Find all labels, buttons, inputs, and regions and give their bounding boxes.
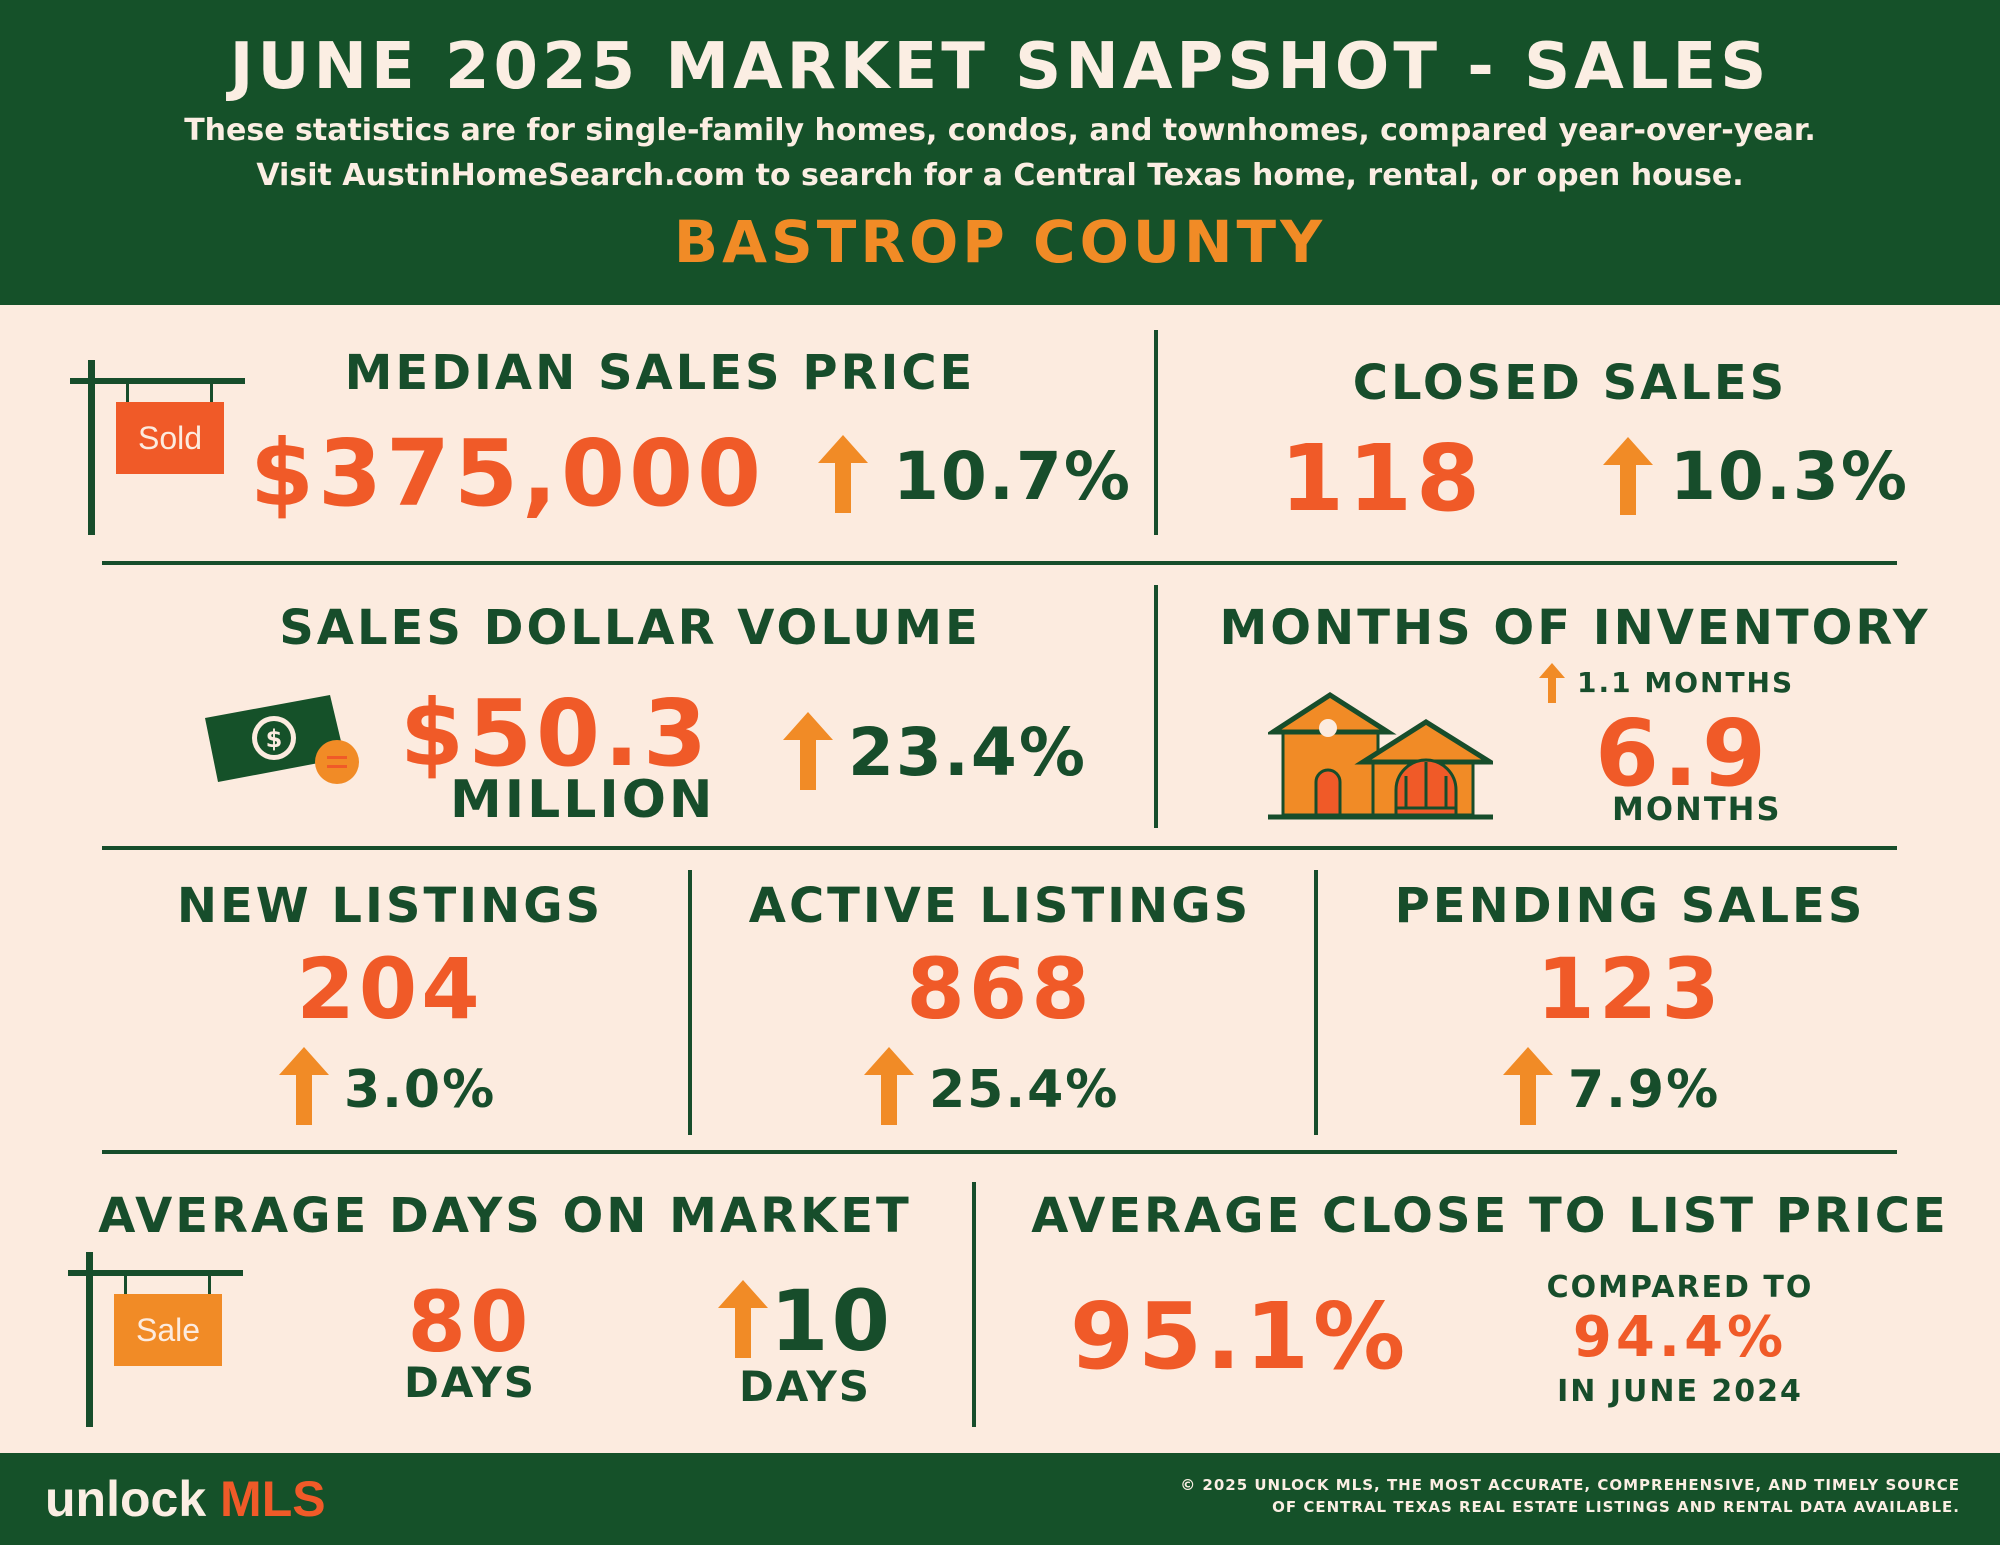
money-icon: $ bbox=[200, 690, 370, 800]
months-of-inventory-change: 1.1 MONTHS bbox=[1577, 666, 1795, 699]
sales-dollar-volume-label: SALES DOLLAR VOLUME bbox=[279, 600, 981, 656]
subtitle-line-1: These statistics are for single-family h… bbox=[184, 113, 1816, 148]
divider bbox=[102, 561, 1897, 565]
up-arrow-icon bbox=[1603, 437, 1653, 515]
divider bbox=[972, 1182, 976, 1427]
avg-days-on-market-label: AVERAGE DAYS ON MARKET bbox=[98, 1188, 912, 1244]
divider bbox=[1154, 585, 1158, 828]
divider bbox=[1154, 330, 1158, 535]
up-arrow-icon bbox=[279, 1047, 329, 1125]
compared-value: 94.4% bbox=[1572, 1305, 1788, 1370]
sold-sign-icon: Sold bbox=[70, 360, 250, 540]
page-title: JUNE 2025 MARKET SNAPSHOT - SALES bbox=[229, 30, 1771, 104]
up-arrow-icon bbox=[818, 435, 868, 513]
pending-sales-value: 123 bbox=[1536, 940, 1724, 1038]
up-arrow-icon bbox=[864, 1047, 914, 1125]
avg-close-to-list-value: 95.1% bbox=[1070, 1283, 1410, 1390]
closed-sales-value: 118 bbox=[1280, 425, 1485, 532]
divider bbox=[688, 870, 692, 1135]
up-arrow-icon bbox=[718, 1280, 768, 1358]
closed-sales-change: 10.3% bbox=[1670, 438, 1909, 515]
sales-dollar-volume-value: $50.3 bbox=[400, 680, 712, 787]
new-listings-change: 3.0% bbox=[344, 1060, 497, 1120]
avg-close-to-list-label: AVERAGE CLOSE TO LIST PRICE bbox=[1031, 1188, 1949, 1244]
median-sales-price-label: MEDIAN SALES PRICE bbox=[344, 345, 976, 401]
months-of-inventory-value: 6.9 bbox=[1595, 700, 1770, 807]
months-of-inventory-label: MONTHS OF INVENTORY bbox=[1219, 600, 1931, 656]
sales-dollar-volume-change: 23.4% bbox=[848, 714, 1087, 791]
unlock-mls-logo: unlock MLS bbox=[45, 1471, 326, 1527]
house-icon bbox=[1264, 690, 1499, 820]
active-listings-label: ACTIVE LISTINGS bbox=[748, 878, 1252, 934]
closed-sales-label: CLOSED SALES bbox=[1352, 355, 1788, 411]
sale-sign-icon: Sale bbox=[68, 1252, 248, 1432]
svg-text:$: $ bbox=[266, 725, 283, 753]
subtitle-line-2: Visit AustinHomeSearch.com to search for… bbox=[256, 158, 1744, 193]
header-banner bbox=[0, 0, 2000, 305]
divider bbox=[102, 846, 1897, 850]
months-of-inventory-unit: MONTHS bbox=[1612, 790, 1782, 828]
compared-to-label: COMPARED TO bbox=[1546, 1270, 1814, 1305]
avg-days-on-market-change-unit: DAYS bbox=[738, 1362, 871, 1411]
up-arrow-icon bbox=[1539, 663, 1565, 703]
footer-banner bbox=[0, 1453, 2000, 1545]
compared-period: IN JUNE 2024 bbox=[1557, 1374, 1803, 1409]
divider bbox=[1314, 870, 1318, 1135]
new-listings-value: 204 bbox=[296, 940, 484, 1038]
sales-dollar-volume-unit: MILLION bbox=[450, 770, 716, 830]
active-listings-value: 868 bbox=[906, 940, 1094, 1038]
copyright-notice: © 2025 UNLOCK MLS, THE MOST ACCURATE, CO… bbox=[1180, 1476, 1960, 1516]
avg-days-on-market-value: 80 bbox=[407, 1273, 533, 1371]
active-listings-change: 25.4% bbox=[929, 1060, 1120, 1120]
county-name: BASTROP COUNTY bbox=[673, 208, 1327, 276]
divider bbox=[102, 1150, 1897, 1154]
new-listings-label: NEW LISTINGS bbox=[176, 878, 604, 934]
median-sales-price-change: 10.7% bbox=[893, 438, 1132, 515]
pending-sales-label: PENDING SALES bbox=[1394, 878, 1866, 934]
up-arrow-icon bbox=[783, 712, 833, 790]
pending-sales-change: 7.9% bbox=[1568, 1060, 1721, 1120]
up-arrow-icon bbox=[1503, 1047, 1553, 1125]
avg-days-on-market-change: 10 bbox=[770, 1272, 893, 1370]
median-sales-price-value: $375,000 bbox=[250, 420, 766, 527]
avg-days-on-market-unit: DAYS bbox=[403, 1358, 536, 1407]
